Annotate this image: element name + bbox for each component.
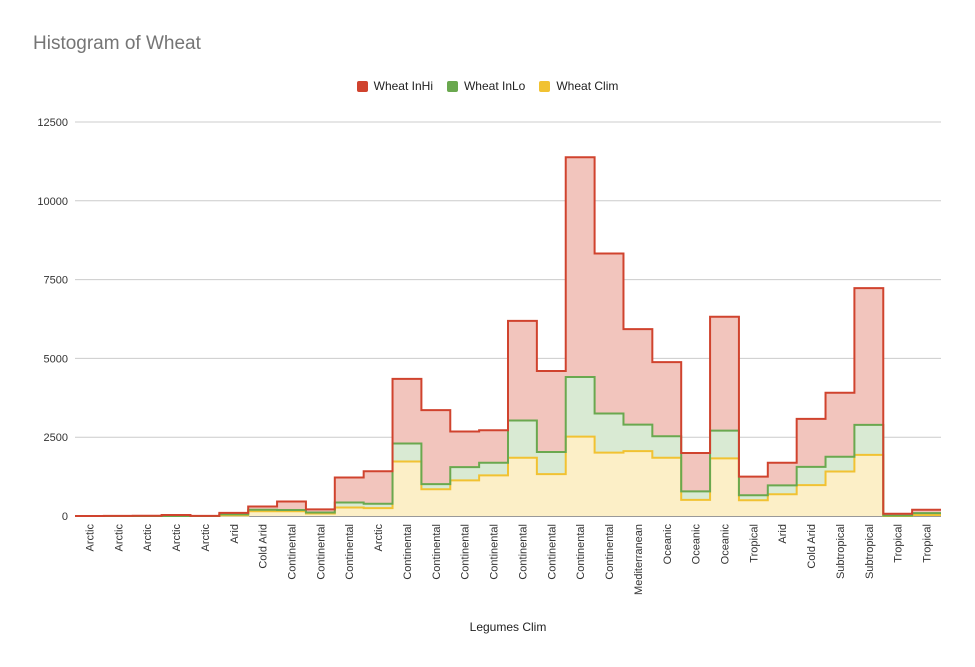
x-tick-label: Arctic bbox=[142, 524, 154, 552]
y-tick-label: 5000 bbox=[44, 353, 68, 365]
x-tick-label: Cold Arid bbox=[806, 524, 818, 569]
x-tick-label: Continental bbox=[344, 524, 356, 580]
x-tick-label: Arid bbox=[229, 524, 241, 544]
x-tick-label: Tropical bbox=[922, 524, 934, 563]
legend-label-wheat-inhi: Wheat InHi bbox=[373, 79, 433, 93]
y-tick-label: 7500 bbox=[44, 275, 68, 287]
x-tick-label: Arctic bbox=[84, 524, 96, 552]
legend-label-wheat-inlo: Wheat InLo bbox=[463, 79, 526, 93]
x-tick-label: Arctic bbox=[113, 524, 125, 552]
x-tick-label: Continental bbox=[315, 524, 327, 580]
axis-layer: 0 2500 5000 7500 10000 12500 Arctic Arctic Arcti… bbox=[37, 117, 933, 595]
line-layer bbox=[75, 156, 941, 517]
x-tick-label: Continental bbox=[517, 524, 529, 580]
x-tick-label: Cold Arid bbox=[258, 524, 270, 569]
x-axis-title: Legumes Clim bbox=[470, 620, 547, 634]
x-tick-label: Arid bbox=[777, 524, 789, 544]
x-tick-label: Tropical bbox=[893, 524, 905, 563]
x-tick-label: Continental bbox=[489, 524, 501, 580]
legend-item-wheat-clim[interactable]: Wheat Clim bbox=[539, 79, 618, 93]
y-tick-label: 0 bbox=[62, 511, 68, 523]
line-wheat-inlo bbox=[75, 376, 941, 517]
y-tick-label: 10000 bbox=[37, 196, 68, 208]
x-tick-label: Oceanic bbox=[720, 524, 732, 565]
x-tick-label: Arctic bbox=[171, 524, 183, 552]
legend-swatch-wheat-inlo bbox=[446, 80, 458, 92]
x-tick-label: Subtropical bbox=[864, 524, 876, 579]
x-tick-label: Continental bbox=[546, 524, 558, 580]
x-tick-label: Continental bbox=[431, 524, 443, 580]
y-tick-label: 12500 bbox=[37, 117, 68, 129]
x-tick-label: Arctic bbox=[373, 524, 385, 552]
x-tick-label: Tropical bbox=[748, 524, 760, 563]
legend-label-wheat-clim: Wheat Clim bbox=[556, 79, 619, 93]
x-tick-label: Oceanic bbox=[691, 524, 703, 565]
legend-item-wheat-inlo[interactable]: Wheat InLo bbox=[446, 79, 526, 93]
x-tick-label: Mediterranean bbox=[633, 524, 645, 595]
x-tick-label: Subtropical bbox=[835, 524, 847, 579]
legend-swatch-wheat-clim bbox=[539, 80, 551, 92]
x-tick-label: Continental bbox=[460, 524, 472, 580]
y-tick-label: 2500 bbox=[44, 432, 68, 444]
x-tick-label: Arctic bbox=[200, 524, 212, 552]
legend-item-wheat-inhi[interactable]: Wheat InHi bbox=[356, 79, 433, 93]
chart-title: Histogram of Wheat bbox=[33, 33, 201, 54]
x-tick-label: Oceanic bbox=[662, 524, 674, 565]
x-tick-label: Continental bbox=[604, 524, 616, 580]
x-tick-label: Continental bbox=[402, 524, 414, 580]
legend-swatch-wheat-inhi bbox=[356, 80, 368, 92]
x-tick-label: Continental bbox=[575, 524, 587, 580]
x-tick-label: Continental bbox=[287, 524, 299, 580]
legend: Wheat InHi Wheat InLo Wheat Clim bbox=[0, 79, 975, 93]
line-wheat-inhi bbox=[75, 156, 941, 517]
